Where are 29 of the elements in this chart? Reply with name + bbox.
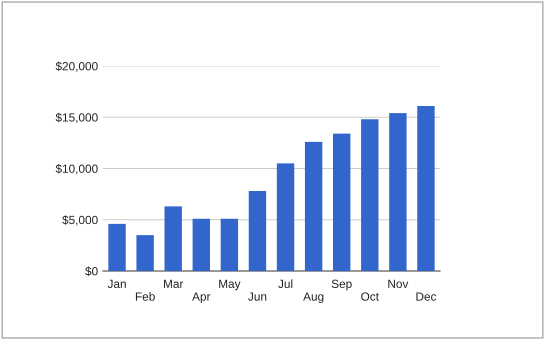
x-tick-label: Jun [248, 292, 266, 301]
x-tick-label: Aug [303, 292, 324, 304]
y-tick-label: $10,000 [56, 164, 98, 174]
y-tick-label: $20,000 [56, 62, 98, 72]
y-tick-label: $0 [85, 266, 98, 276]
x-tick-label: Sep [332, 280, 352, 290]
bar [304, 142, 322, 271]
bar [333, 134, 350, 271]
x-tick-label: Dec [416, 292, 436, 301]
bar [192, 218, 210, 271]
x-tick-label: Oct [361, 292, 379, 301]
bar [220, 218, 238, 271]
bar [164, 206, 182, 271]
x-tick-label: Nov [388, 280, 408, 288]
y-tick-label: $5,000 [62, 215, 98, 226]
x-tick-label: Mar [164, 280, 184, 288]
bar [276, 163, 294, 271]
bar [108, 224, 126, 271]
bar [389, 113, 407, 271]
bar [248, 191, 266, 271]
bar [417, 106, 435, 271]
x-tick-label: Jul [278, 279, 292, 288]
y-tick-label: $15,000 [56, 112, 98, 124]
bar [361, 119, 378, 271]
bar [136, 235, 154, 271]
x-tick-label: Jan [108, 280, 126, 288]
x-tick-label: Apr [192, 292, 210, 304]
x-tick-label: May [219, 280, 241, 290]
x-tick-label: Feb [136, 292, 155, 301]
